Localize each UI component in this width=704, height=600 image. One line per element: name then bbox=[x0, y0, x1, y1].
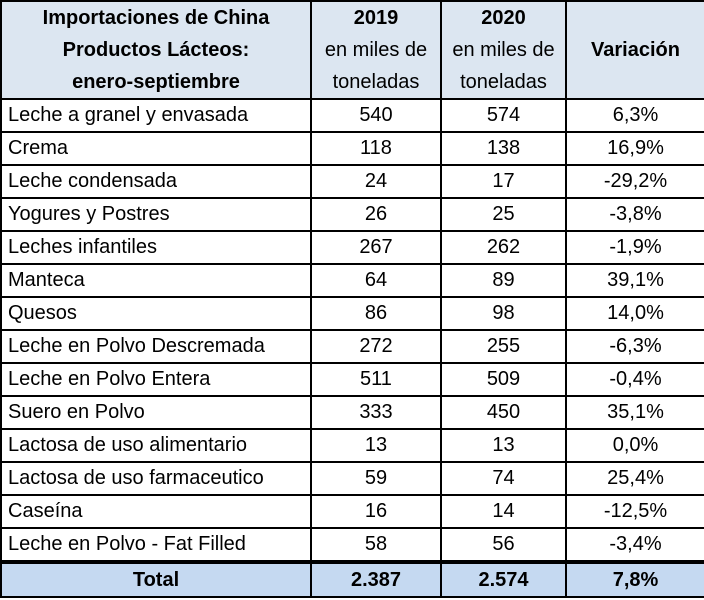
year-label: 2020 bbox=[481, 7, 526, 29]
table-row: Leche en Polvo Descremada 272 255 -6,3% bbox=[0, 329, 704, 364]
variation-cell: 0,0% bbox=[565, 428, 704, 463]
value-2020-cell: 98 bbox=[440, 296, 567, 331]
unit-line: en miles de bbox=[452, 39, 555, 61]
table-row: Manteca 64 89 39,1% bbox=[0, 263, 704, 298]
value-2020-cell: 89 bbox=[440, 263, 567, 298]
product-cell: Manteca bbox=[0, 263, 312, 298]
variation-cell: -1,9% bbox=[565, 230, 704, 265]
header-2020: 2020 en miles de toneladas bbox=[440, 0, 567, 100]
title-line: enero-septiembre bbox=[72, 71, 240, 93]
value-2020-cell: 138 bbox=[440, 131, 567, 166]
unit-line: toneladas bbox=[460, 71, 547, 93]
product-cell: Leche en Polvo Entera bbox=[0, 362, 312, 397]
value-2020-cell: 262 bbox=[440, 230, 567, 265]
table-row: Crema 118 138 16,9% bbox=[0, 131, 704, 166]
value-2019-cell: 26 bbox=[310, 197, 442, 232]
variation-cell: 6,3% bbox=[565, 98, 704, 133]
title-line: Importaciones de China bbox=[42, 7, 270, 29]
product-cell: Lactosa de uso farmaceutico bbox=[0, 461, 312, 496]
value-2020-cell: 25 bbox=[440, 197, 567, 232]
value-2019-cell: 64 bbox=[310, 263, 442, 298]
product-cell: Lactosa de uso alimentario bbox=[0, 428, 312, 463]
variation-cell: -0,4% bbox=[565, 362, 704, 397]
product-cell: Suero en Polvo bbox=[0, 395, 312, 430]
table-row: Yogures y Postres 26 25 -3,8% bbox=[0, 197, 704, 232]
variation-cell: -12,5% bbox=[565, 494, 704, 529]
total-2020: 2.574 bbox=[440, 560, 567, 598]
total-row: Total 2.387 2.574 7,8% bbox=[0, 560, 704, 598]
value-2020-cell: 56 bbox=[440, 527, 567, 563]
table-row: Leche condensada 24 17 -29,2% bbox=[0, 164, 704, 199]
variation-cell: -29,2% bbox=[565, 164, 704, 199]
value-2019-cell: 511 bbox=[310, 362, 442, 397]
table-row: Lactosa de uso farmaceutico 59 74 25,4% bbox=[0, 461, 704, 496]
value-2019-cell: 16 bbox=[310, 494, 442, 529]
value-2020-cell: 74 bbox=[440, 461, 567, 496]
table-row: Leches infantiles 267 262 -1,9% bbox=[0, 230, 704, 265]
variation-cell: -3,8% bbox=[565, 197, 704, 232]
product-cell: Leche en Polvo Descremada bbox=[0, 329, 312, 364]
product-cell: Quesos bbox=[0, 296, 312, 331]
unit-line: toneladas bbox=[332, 71, 420, 93]
value-2019-cell: 13 bbox=[310, 428, 442, 463]
product-cell: Caseína bbox=[0, 494, 312, 529]
table-body: Leche a granel y envasada 540 574 6,3% Crema… bbox=[0, 98, 704, 563]
value-2019-cell: 58 bbox=[310, 527, 442, 563]
value-2019-cell: 59 bbox=[310, 461, 442, 496]
table-row: Suero en Polvo 333 450 35,1% bbox=[0, 395, 704, 430]
header-title: Importaciones de China Productos Lácteos… bbox=[0, 0, 312, 100]
product-cell: Leche en Polvo - Fat Filled bbox=[0, 527, 312, 563]
header-row: Importaciones de China Productos Lácteos… bbox=[0, 0, 704, 100]
table-row: Quesos 86 98 14,0% bbox=[0, 296, 704, 331]
value-2019-cell: 118 bbox=[310, 131, 442, 166]
total-2019: 2.387 bbox=[310, 560, 442, 598]
variation-cell: 35,1% bbox=[565, 395, 704, 430]
total-variation: 7,8% bbox=[565, 560, 704, 598]
value-2019-cell: 272 bbox=[310, 329, 442, 364]
value-2020-cell: 13 bbox=[440, 428, 567, 463]
variation-cell: 39,1% bbox=[565, 263, 704, 298]
product-cell: Leches infantiles bbox=[0, 230, 312, 265]
total-label: Total bbox=[0, 560, 312, 598]
value-2019-cell: 333 bbox=[310, 395, 442, 430]
product-cell: Crema bbox=[0, 131, 312, 166]
product-cell: Leche condensada bbox=[0, 164, 312, 199]
table-row: Leche en Polvo Entera 511 509 -0,4% bbox=[0, 362, 704, 397]
value-2019-cell: 86 bbox=[310, 296, 442, 331]
value-2020-cell: 574 bbox=[440, 98, 567, 133]
value-2020-cell: 17 bbox=[440, 164, 567, 199]
value-2020-cell: 450 bbox=[440, 395, 567, 430]
variation-cell: 14,0% bbox=[565, 296, 704, 331]
table-row: Leche a granel y envasada 540 574 6,3% bbox=[0, 98, 704, 133]
product-cell: Leche a granel y envasada bbox=[0, 98, 312, 133]
title-line: Productos Lácteos: bbox=[62, 39, 250, 61]
value-2019-cell: 267 bbox=[310, 230, 442, 265]
value-2020-cell: 255 bbox=[440, 329, 567, 364]
value-2019-cell: 24 bbox=[310, 164, 442, 199]
table-row: Leche en Polvo - Fat Filled 58 56 -3,4% bbox=[0, 527, 704, 563]
variation-cell: 25,4% bbox=[565, 461, 704, 496]
year-label: 2019 bbox=[353, 7, 399, 29]
variation-cell: -3,4% bbox=[565, 527, 704, 563]
value-2019-cell: 540 bbox=[310, 98, 442, 133]
header-variation: Variación bbox=[565, 0, 704, 100]
value-2020-cell: 14 bbox=[440, 494, 567, 529]
variation-cell: 16,9% bbox=[565, 131, 704, 166]
table-row: Lactosa de uso alimentario 13 13 0,0% bbox=[0, 428, 704, 463]
unit-line: en miles de bbox=[324, 39, 428, 61]
value-2020-cell: 509 bbox=[440, 362, 567, 397]
header-2019: 2019 en miles de toneladas bbox=[310, 0, 442, 100]
variation-cell: -6,3% bbox=[565, 329, 704, 364]
product-cell: Yogures y Postres bbox=[0, 197, 312, 232]
table-row: Caseína 16 14 -12,5% bbox=[0, 494, 704, 529]
